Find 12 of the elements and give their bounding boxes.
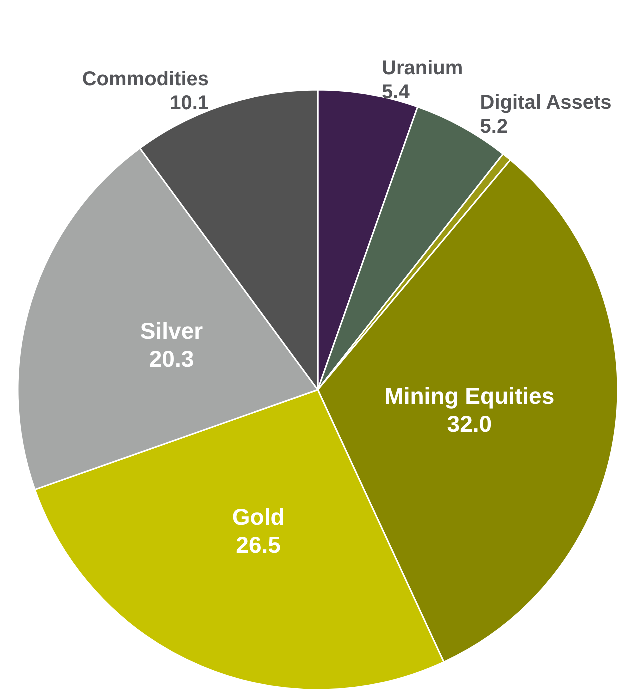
slice-label: Commodities: [82, 68, 210, 91]
data-label: 5.2: [480, 116, 508, 138]
data-label: 32.0: [447, 411, 492, 438]
data-label: 5.4: [382, 82, 411, 104]
slice-label: Mining Equities: [384, 383, 555, 410]
data-label: 10.1: [170, 92, 210, 115]
slice-label: Uranium: [382, 58, 464, 80]
slice-label: Digital Assets: [480, 92, 612, 114]
slice-label: Gold: [232, 504, 285, 530]
data-label: 26.5: [236, 532, 282, 558]
data-label: 20.3: [149, 346, 194, 372]
slice-label: Silver: [140, 318, 204, 344]
